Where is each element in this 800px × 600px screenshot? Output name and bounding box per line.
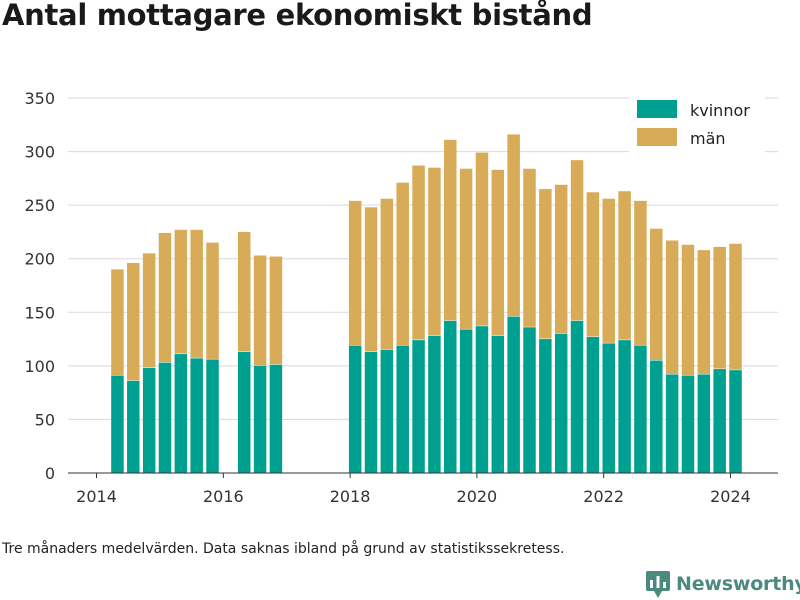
bar-man <box>507 134 520 317</box>
bar-man <box>206 242 219 359</box>
bar-man <box>158 233 172 363</box>
x-tick-label: 2014 <box>76 487 117 506</box>
bar-man <box>237 231 251 352</box>
bar-kvinnor <box>507 316 520 473</box>
legend: kvinnor män <box>629 94 765 154</box>
bar-man <box>602 198 615 343</box>
chart-title: Antal mottagare ekonomiskt bistånd <box>2 0 593 32</box>
bar-kvinnor <box>412 340 425 473</box>
chart-caption: Tre månaders medelvärden. Data saknas ib… <box>2 541 565 557</box>
bar-man <box>190 229 203 358</box>
bar-kvinnor <box>158 362 172 473</box>
bar-man <box>396 182 409 345</box>
bar-man <box>475 152 489 326</box>
bars <box>111 134 742 473</box>
bar-man <box>697 250 711 374</box>
x-tick-label: 2020 <box>457 487 498 506</box>
bar-kvinnor <box>380 349 394 473</box>
bar-man <box>428 167 441 336</box>
y-tick-label: 150 <box>24 303 55 322</box>
bar-kvinnor <box>111 375 124 473</box>
bar-man <box>650 228 663 360</box>
bar-man <box>586 192 600 337</box>
bar-kvinnor <box>729 370 742 473</box>
bar-man <box>491 169 505 336</box>
bar-man <box>111 269 124 375</box>
bar-kvinnor <box>348 345 362 473</box>
bar-kvinnor <box>127 380 140 473</box>
bar-man <box>380 198 394 350</box>
y-tick-label: 200 <box>24 250 55 269</box>
bar-man <box>570 160 584 321</box>
bar-man <box>127 263 140 381</box>
bar-kvinnor <box>269 364 283 473</box>
bar-kvinnor <box>602 343 615 473</box>
y-tick-label: 50 <box>35 410 55 429</box>
x-tick-label: 2024 <box>710 487 751 506</box>
bar-kvinnor <box>650 360 663 473</box>
legend-swatch-man <box>637 128 677 146</box>
bar-kvinnor <box>364 351 378 473</box>
bar-kvinnor <box>444 320 457 473</box>
bar-man <box>554 184 568 334</box>
bar-kvinnor <box>253 365 267 473</box>
y-tick-label: 250 <box>24 196 55 215</box>
legend-label-kvinnor: kvinnor <box>690 101 750 120</box>
bar-kvinnor <box>459 329 473 473</box>
legend-swatch-kvinnor <box>637 100 677 118</box>
y-tick-label: 100 <box>24 357 55 376</box>
newsworthy-logo-icon <box>646 571 670 598</box>
bar-man <box>174 229 188 354</box>
bar-kvinnor <box>570 320 584 473</box>
bar-man <box>681 244 695 375</box>
bar-kvinnor <box>618 340 631 473</box>
bar-kvinnor <box>586 336 600 473</box>
bar-kvinnor <box>142 368 156 473</box>
x-axis-tick-labels: 2014 2016 2018 2020 2022 2024 <box>76 473 751 506</box>
bar-kvinnor <box>697 374 711 473</box>
bar-man <box>634 200 647 345</box>
bar-kvinnor <box>634 345 647 473</box>
newsworthy-logo-text: Newsworthy <box>676 573 800 595</box>
bar-kvinnor <box>237 351 251 473</box>
x-tick-label: 2018 <box>330 487 371 506</box>
x-tick-label: 2022 <box>583 487 624 506</box>
bar-man <box>729 243 742 370</box>
bar-kvinnor <box>206 359 219 473</box>
newsworthy-logo[interactable]: Newsworthy <box>646 568 800 600</box>
bar-kvinnor <box>713 369 726 473</box>
y-axis-tick-labels: 0 50 100 150 200 250 300 350 <box>24 89 55 483</box>
bar-kvinnor <box>523 327 536 473</box>
bar-man <box>523 168 536 327</box>
bar-man <box>665 240 679 374</box>
bar-kvinnor <box>491 335 505 473</box>
y-tick-label: 0 <box>45 464 55 483</box>
legend-label-man: män <box>690 129 726 148</box>
bar-man <box>412 165 425 340</box>
bar-kvinnor <box>554 333 568 473</box>
y-tick-label: 300 <box>24 143 55 162</box>
bar-man <box>364 207 378 352</box>
bar-man <box>459 168 473 329</box>
x-tick-label: 2016 <box>203 487 244 506</box>
bar-kvinnor <box>475 326 489 473</box>
bar-kvinnor <box>665 374 679 473</box>
bar-man <box>253 255 267 366</box>
bar-kvinnor <box>539 339 552 473</box>
bar-kvinnor <box>190 358 203 473</box>
bar-man <box>444 139 457 321</box>
bar-kvinnor <box>396 345 409 473</box>
bar-kvinnor <box>174 354 188 473</box>
bar-man <box>348 200 362 345</box>
bar-man <box>713 246 726 369</box>
bar-man <box>618 191 631 340</box>
bar-man <box>269 256 283 365</box>
bar-man <box>539 189 552 339</box>
bar-kvinnor <box>428 335 441 473</box>
y-tick-label: 350 <box>24 89 55 108</box>
bar-kvinnor <box>681 375 695 473</box>
bar-man <box>142 253 156 368</box>
